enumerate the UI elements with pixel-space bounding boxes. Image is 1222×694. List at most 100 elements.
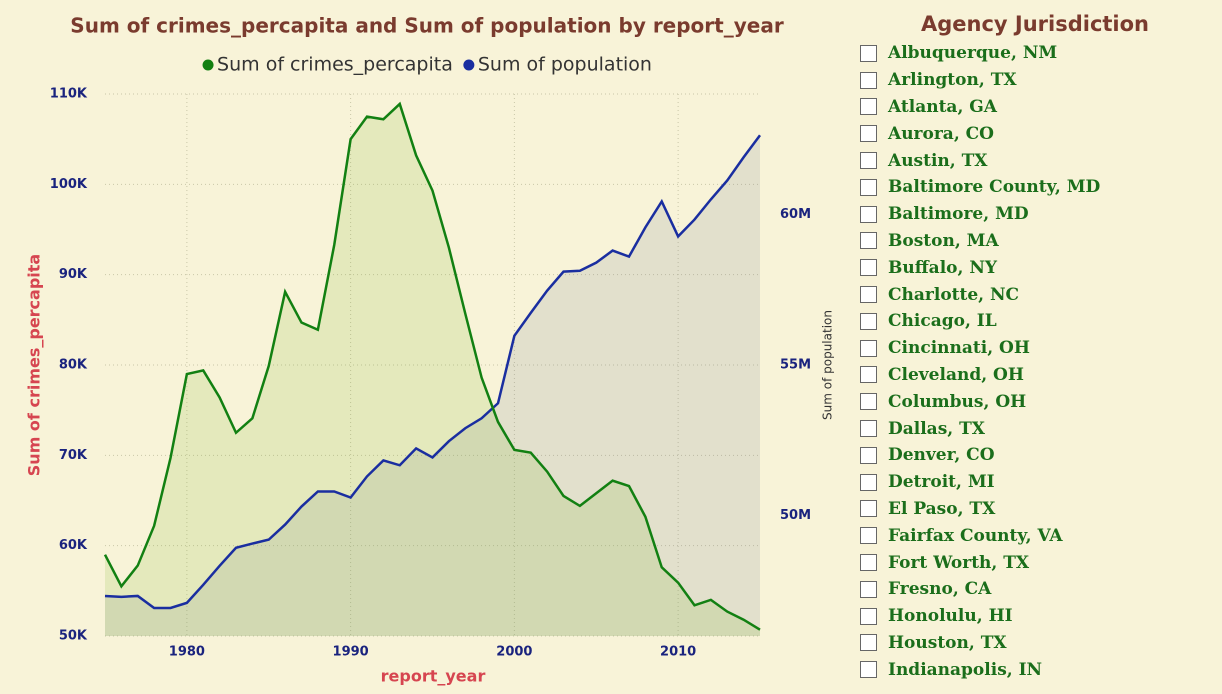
slicer-item[interactable]: Fresno, CA xyxy=(860,576,1210,603)
slicer-item[interactable]: Columbus, OH xyxy=(860,388,1210,415)
checkbox[interactable] xyxy=(860,500,877,518)
checkbox[interactable] xyxy=(860,232,877,250)
checkbox[interactable] xyxy=(860,205,877,223)
slicer-item[interactable]: Baltimore County, MD xyxy=(860,174,1210,201)
checkbox[interactable] xyxy=(860,473,877,491)
line xyxy=(104,134,762,610)
slicer-item[interactable]: Atlanta, GA xyxy=(860,94,1210,121)
checkbox[interactable] xyxy=(860,607,877,625)
slicer-item-label: Detroit, MI xyxy=(888,472,995,493)
checkbox[interactable] xyxy=(860,178,877,196)
slicer-item[interactable]: Charlotte, NC xyxy=(860,281,1210,308)
chart: Sum of crimes_percapita and Sum of popul… xyxy=(25,14,835,686)
checkbox[interactable] xyxy=(860,634,877,652)
y-tick-label: 110K xyxy=(50,87,88,102)
slicer-item[interactable]: Cleveland, OH xyxy=(860,362,1210,389)
slicer-item-label: Honolulu, HI xyxy=(888,606,1013,627)
checkbox[interactable] xyxy=(860,312,877,330)
slicer-item[interactable]: Boston, MA xyxy=(860,228,1210,255)
slicer-item-label: Indianapolis, IN xyxy=(888,659,1043,680)
checkbox[interactable] xyxy=(860,286,877,304)
checkbox[interactable] xyxy=(860,259,877,277)
checkbox[interactable] xyxy=(860,125,877,143)
y-tick-label: 70K xyxy=(59,448,88,463)
legend: Sum of crimes_percapita Sum of population xyxy=(202,54,652,76)
area xyxy=(105,103,760,637)
checkbox[interactable] xyxy=(860,446,877,464)
slicer-item[interactable]: Arlington, TX xyxy=(860,67,1210,94)
slicer-item[interactable]: Honolulu, HI xyxy=(860,603,1210,630)
slicer-item-label: Cincinnati, OH xyxy=(888,338,1030,359)
line xyxy=(103,101,761,631)
slicer-item-label: Charlotte, NC xyxy=(888,284,1020,305)
x-axis-label: report_year xyxy=(381,667,486,686)
y2-tick-label: 55M xyxy=(780,358,811,373)
slicer-item-label: Cleveland, OH xyxy=(888,364,1024,385)
slicer-item-label: Baltimore County, MD xyxy=(888,177,1101,198)
slicer-item[interactable]: Denver, CO xyxy=(860,442,1210,469)
chart-title: Sum of crimes_percapita and Sum of popul… xyxy=(70,14,784,38)
slicer-item-label: Fairfax County, VA xyxy=(888,525,1063,546)
y-axis-label: Sum of crimes_percapita xyxy=(25,254,44,476)
slicer-item-label: Aurora, CO xyxy=(888,123,994,144)
checkbox[interactable] xyxy=(860,98,877,116)
slicer-item[interactable]: Albuquerque, NM xyxy=(860,40,1210,67)
slicer-item-label: Denver, CO xyxy=(888,445,995,466)
slicer-item-label: Boston, MA xyxy=(888,230,999,251)
slicer-item[interactable]: Fort Worth, TX xyxy=(860,549,1210,576)
slicer-list: Albuquerque, NM Arlington, TX Atlanta, GA A… xyxy=(860,40,1210,683)
y2-tick-label: 60M xyxy=(780,207,811,222)
y2-tick-label: 50M xyxy=(780,508,811,523)
slicer-item[interactable]: Chicago, IL xyxy=(860,308,1210,335)
slicer-item-label: Columbus, OH xyxy=(888,391,1027,412)
checkbox[interactable] xyxy=(860,44,877,62)
checkbox[interactable] xyxy=(860,393,877,411)
checkbox[interactable] xyxy=(860,420,877,438)
slicer-item[interactable]: Indianapolis, IN xyxy=(860,656,1210,683)
x-tick-label: 1990 xyxy=(333,645,369,660)
checkbox[interactable] xyxy=(860,527,877,545)
slicer: Agency Jurisdiction Albuquerque, NM Arlin… xyxy=(860,12,1210,683)
legend-marker xyxy=(202,59,214,71)
legend-label: Sum of crimes_percapita xyxy=(217,54,453,76)
area xyxy=(105,135,760,636)
slicer-item[interactable]: Houston, TX xyxy=(860,630,1210,657)
slicer-item-label: Dallas, TX xyxy=(888,418,985,439)
slicer-item-label: Chicago, IL xyxy=(888,311,997,332)
checkbox[interactable] xyxy=(860,580,877,598)
checkbox[interactable] xyxy=(860,554,877,572)
legend-marker xyxy=(463,59,475,71)
slicer-item-label: Houston, TX xyxy=(888,632,1007,653)
slicer-item[interactable]: Austin, TX xyxy=(860,147,1210,174)
y2-axis-label: Sum of population xyxy=(821,310,835,420)
checkbox[interactable] xyxy=(860,661,877,679)
slicer-item-label: Austin, TX xyxy=(888,150,988,171)
checkbox[interactable] xyxy=(860,339,877,357)
slicer-item[interactable]: Cincinnati, OH xyxy=(860,335,1210,362)
x-tick-label: 2010 xyxy=(660,645,696,660)
slicer-item-label: Fort Worth, TX xyxy=(888,552,1030,573)
slicer-item-label: Atlanta, GA xyxy=(888,96,997,117)
checkbox[interactable] xyxy=(860,152,877,170)
checkbox[interactable] xyxy=(860,71,877,89)
y-tick-label: 90K xyxy=(59,267,88,282)
y-tick-label: 50K xyxy=(59,629,88,644)
slicer-item[interactable]: Dallas, TX xyxy=(860,415,1210,442)
legend-label: Sum of population xyxy=(478,54,652,76)
slicer-item[interactable]: Baltimore, MD xyxy=(860,201,1210,228)
x-tick-label: 2000 xyxy=(496,645,532,660)
slicer-item[interactable]: Detroit, MI xyxy=(860,469,1210,496)
slicer-item-label: El Paso, TX xyxy=(888,498,996,519)
slicer-item[interactable]: El Paso, TX xyxy=(860,496,1210,523)
checkbox[interactable] xyxy=(860,366,877,384)
slicer-item[interactable]: Fairfax County, VA xyxy=(860,522,1210,549)
slicer-item[interactable]: Buffalo, NY xyxy=(860,254,1210,281)
y-tick-label: 80K xyxy=(59,358,88,373)
x-tick-label: 1980 xyxy=(169,645,205,660)
y-tick-label: 100K xyxy=(50,177,88,192)
slicer-title: Agency Jurisdiction xyxy=(920,12,1150,36)
slicer-item-label: Baltimore, MD xyxy=(888,204,1029,225)
slicer-item-label: Arlington, TX xyxy=(888,70,1017,91)
slicer-item[interactable]: Aurora, CO xyxy=(860,120,1210,147)
